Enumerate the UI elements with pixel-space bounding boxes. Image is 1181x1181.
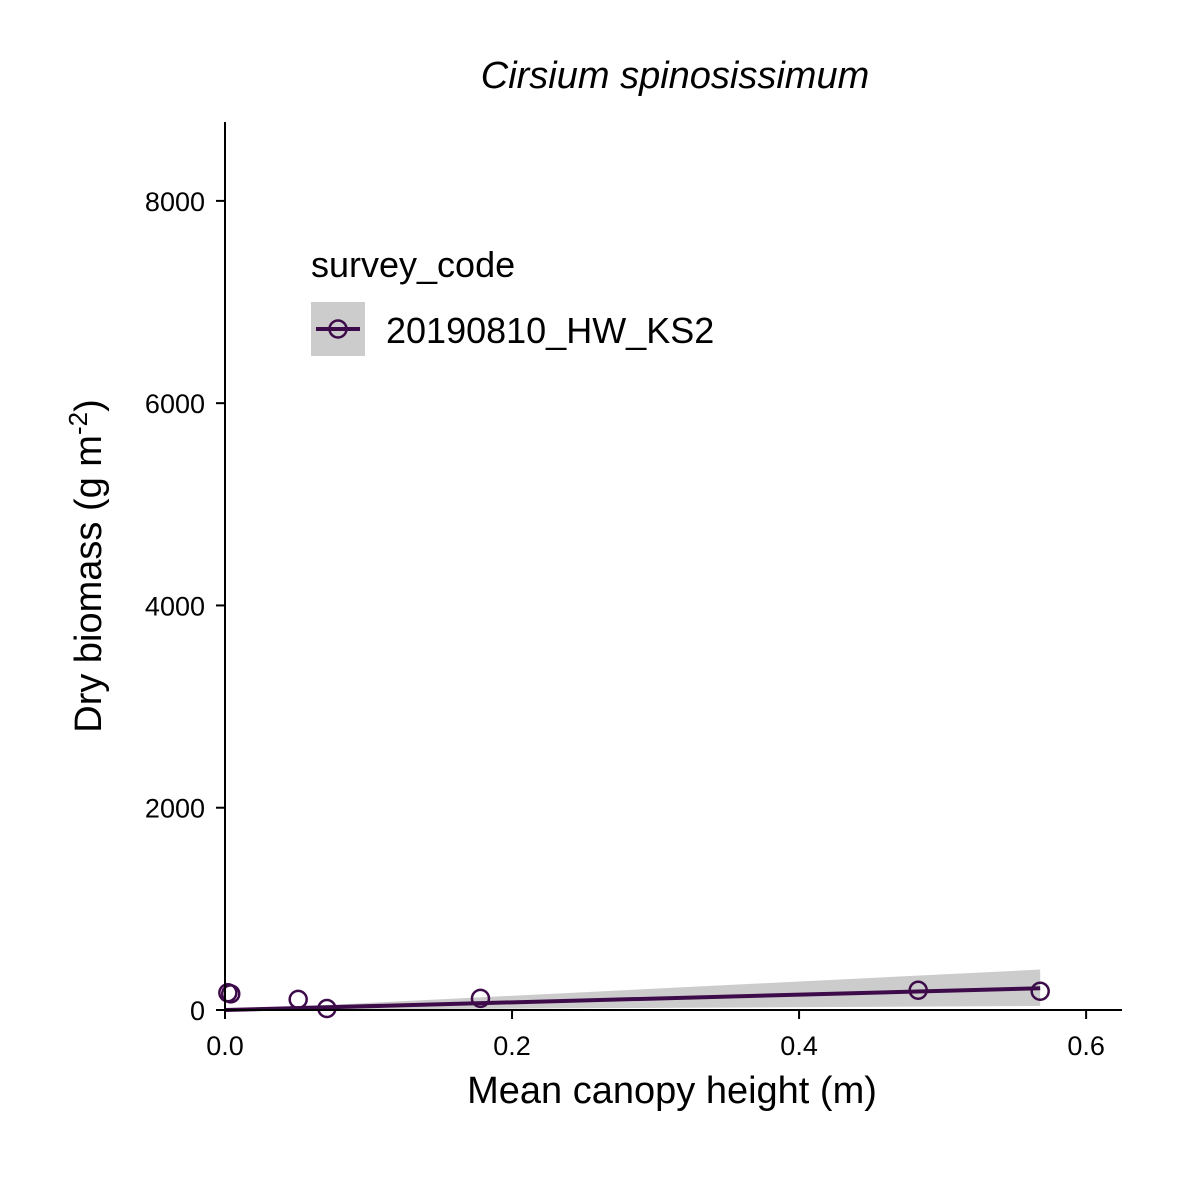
y-tick-label: 8000	[145, 187, 205, 217]
chart-title: Cirsium spinosissimum	[481, 55, 870, 97]
y-axis-ticks: 0 2000 4000 6000 8000	[145, 187, 225, 1026]
y-tick-label: 4000	[145, 591, 205, 621]
y-axis-title-superscript: -2	[63, 412, 93, 435]
y-axis-title: Dry biomass (g m-2)	[63, 399, 110, 733]
data-point	[288, 989, 308, 1010]
data-point	[908, 980, 928, 1001]
y-axis-title-close: )	[68, 399, 110, 412]
fit-line	[224, 986, 1041, 1012]
data-point	[470, 988, 491, 1009]
legend-entry-label: 20190810_HW_KS2	[386, 310, 714, 351]
confidence-band	[225, 969, 1041, 1010]
data-point	[1030, 981, 1050, 1002]
y-tick-label: 6000	[145, 389, 205, 419]
x-tick-label: 0.0	[206, 1031, 244, 1061]
axes: 0.0 0.2 0.4 0.6 0 2000 4000 6000 8000	[145, 122, 1122, 1061]
y-tick-label: 2000	[145, 794, 205, 824]
y-tick-label: 0	[190, 996, 205, 1026]
y-axis-title-main: Dry biomass (g m	[68, 435, 110, 733]
data-point	[317, 998, 337, 1019]
x-axis-ticks: 0.0 0.2 0.4 0.6	[206, 1010, 1105, 1061]
data-point	[220, 984, 241, 1004]
x-tick-label: 0.6	[1067, 1031, 1105, 1061]
legend-title: survey_code	[311, 244, 515, 285]
x-tick-label: 0.4	[780, 1031, 818, 1061]
legend: survey_code 20190810_HW_KS2	[311, 244, 714, 356]
data-points	[218, 980, 1050, 1019]
legend-key-point	[328, 319, 348, 339]
x-tick-label: 0.2	[493, 1031, 531, 1061]
x-axis-title: Mean canopy height (m)	[467, 1070, 877, 1112]
plot-area	[218, 969, 1050, 1019]
